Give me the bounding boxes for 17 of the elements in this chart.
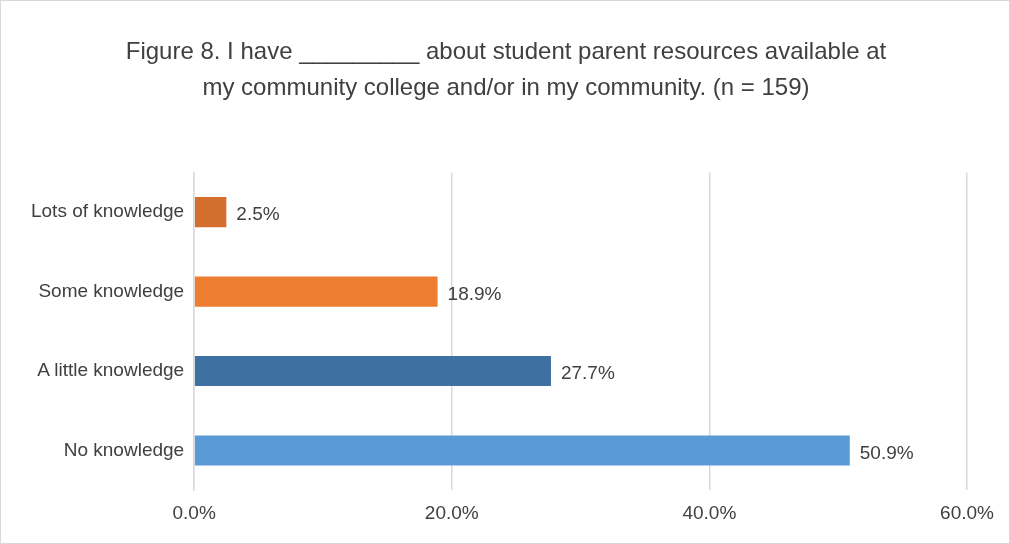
x-tick-label: 20.0% — [424, 501, 479, 523]
data-label: 18.9% — [447, 282, 502, 304]
x-tick-label: 40.0% — [682, 501, 737, 523]
data-label: 2.5% — [236, 203, 280, 225]
data-label: 50.9% — [859, 441, 914, 463]
bar — [194, 276, 438, 307]
bar — [194, 355, 551, 387]
bar — [194, 197, 227, 228]
x-tick-label: 60.0% — [940, 501, 995, 523]
bar — [194, 435, 850, 466]
y-tick-label: Some knowledge — [38, 279, 185, 301]
y-tick-label: Lots of knowledge — [30, 200, 185, 222]
y-tick-label: A little knowledge — [37, 359, 185, 381]
x-tick-label: 0.0% — [172, 501, 216, 523]
y-tick-label: No knowledge — [63, 438, 185, 460]
chart-title: Figure 8. I have _________ about student parent resources available at my community college and/or in my community. (n = 159) — [124, 36, 888, 102]
data-label: 27.7% — [560, 362, 615, 384]
